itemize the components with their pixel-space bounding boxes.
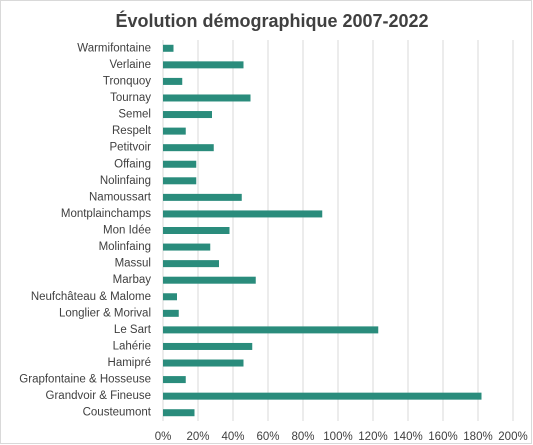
y-tick-label: Tronquoy	[103, 75, 151, 87]
y-tick-label: Namoussart	[89, 191, 152, 203]
bar	[163, 127, 186, 135]
x-tick-label: 0%	[155, 431, 172, 443]
bar	[163, 111, 212, 119]
bar	[163, 276, 256, 284]
bar	[163, 94, 251, 102]
bar	[163, 342, 253, 350]
y-tick-label: Warmifontaine	[77, 42, 151, 54]
bar	[163, 409, 195, 417]
x-tick-label: 160%	[428, 431, 457, 443]
bar	[163, 260, 219, 268]
y-tick-label: Mon Idée	[103, 225, 151, 237]
x-tick-label: 100%	[323, 431, 352, 443]
y-tick-label: Nolinfaing	[100, 175, 151, 187]
y-tick-label: Offaing	[114, 158, 151, 170]
y-tick-label: Lahérie	[113, 340, 151, 352]
x-tick-label: 60%	[256, 431, 279, 443]
y-tick-label: Neufchâteau & Malome	[31, 291, 151, 303]
bar	[163, 160, 197, 168]
bar	[163, 177, 197, 185]
x-tick-label: 20%	[186, 431, 209, 443]
y-tick-label: Respelt	[112, 125, 152, 137]
bar	[163, 326, 379, 334]
x-tick-label: 80%	[291, 431, 314, 443]
chart-title: Évolution démographique 2007-2022	[115, 10, 428, 31]
y-tick-label: Massul	[115, 258, 151, 270]
bar	[163, 309, 179, 317]
y-tick-label: Longlier & Morival	[59, 307, 151, 319]
bar	[163, 359, 244, 367]
bar	[163, 392, 482, 400]
bar	[163, 193, 242, 201]
x-tick-label: 180%	[463, 431, 492, 443]
bar	[163, 210, 323, 218]
bar	[163, 144, 214, 152]
y-tick-label: Semel	[118, 109, 151, 121]
bar	[163, 61, 244, 69]
x-tick-label: 40%	[221, 431, 244, 443]
bar	[163, 227, 230, 234]
bar	[163, 293, 177, 301]
bar	[163, 243, 211, 251]
bar	[163, 376, 186, 384]
y-tick-label: Le Sart	[114, 324, 152, 336]
y-tick-label: Petitvoir	[109, 142, 151, 154]
x-tick-label: 200%	[498, 431, 527, 443]
y-tick-label: Hamipré	[108, 357, 151, 369]
y-tick-label: Tournay	[110, 92, 151, 104]
bar	[163, 44, 174, 52]
bar	[163, 77, 183, 85]
x-tick-label: 120%	[358, 431, 387, 443]
y-tick-label: Verlaine	[109, 59, 151, 71]
y-tick-label: Cousteumont	[83, 407, 152, 419]
y-tick-label: Marbay	[113, 274, 152, 286]
y-tick-label: Molinfaing	[99, 241, 151, 253]
y-tick-label: Grandvoir & Fineuse	[46, 390, 151, 402]
y-tick-label: Grapfontaine & Hosseuse	[19, 374, 151, 386]
y-tick-label: Montplainchamps	[61, 208, 151, 220]
x-tick-label: 140%	[393, 431, 422, 443]
